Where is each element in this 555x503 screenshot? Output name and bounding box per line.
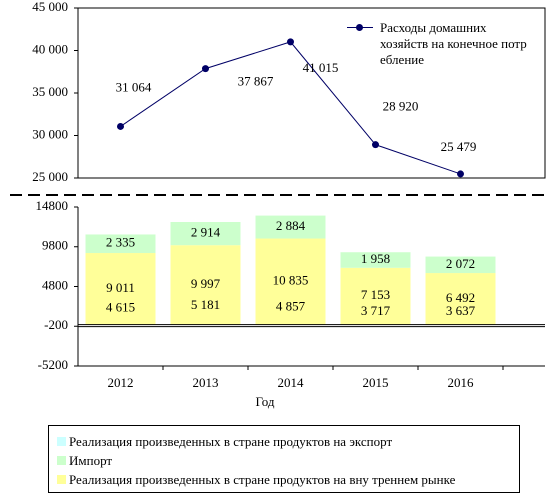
data-label: 9 997 (191, 276, 221, 291)
point (117, 122, 124, 130)
x-tick-label: 2016 (448, 375, 475, 390)
data-label: 4 857 (276, 298, 306, 313)
y-tick-label: 14800 (36, 198, 69, 213)
bar-segment (85, 234, 156, 254)
data-label: 28 920 (383, 99, 419, 114)
data-label: 2 335 (106, 235, 135, 250)
bar-segment (255, 215, 326, 239)
legend-item: Реализация произведенных в стране продук… (57, 470, 511, 489)
y-tick-label: 45 000 (32, 0, 68, 14)
point (457, 170, 464, 178)
legend-marker (356, 24, 363, 31)
legend-swatch (57, 437, 66, 446)
y-tick-label: 35 000 (32, 84, 68, 99)
x-tick-label: 2014 (278, 375, 305, 390)
bar-segment (170, 245, 241, 325)
y-tick-label: 4800 (42, 277, 68, 292)
point (287, 38, 294, 46)
x-tick-label: 2012 (108, 375, 134, 390)
bar-segment (170, 222, 241, 246)
legend-item: Реализация произведенных в стране продук… (57, 432, 511, 451)
data-label: 3 637 (446, 303, 476, 318)
data-label: 9 011 (106, 280, 135, 295)
data-label: 7 153 (361, 287, 390, 302)
data-label: 31 064 (116, 79, 152, 94)
data-label: 5 181 (191, 297, 220, 312)
y-tick-label: -200 (44, 317, 68, 332)
y-tick-label: -5200 (38, 357, 68, 372)
legend-label: Реализация произведенных в стране продук… (69, 433, 393, 449)
data-label: 4 615 (106, 299, 135, 314)
data-label: 37 867 (238, 74, 274, 89)
bar-segment (85, 253, 156, 325)
data-label: 1 958 (361, 251, 390, 266)
line-legend: Расходы домашних хозяйств на конечное по… (347, 20, 530, 68)
data-label: 2 072 (446, 256, 475, 271)
data-label: 3 717 (361, 303, 391, 318)
point (372, 141, 379, 149)
legend-swatch (57, 475, 66, 484)
data-label: 41 015 (303, 60, 339, 75)
y-tick-label: 40 000 (32, 41, 68, 56)
bar-segment (425, 273, 496, 325)
bar-legend: Реализация произведенных в стране продук… (48, 425, 520, 493)
legend-item: Импорт (57, 451, 511, 470)
bar-segment (340, 267, 411, 325)
legend-label: Реализация произведенных в стране продук… (69, 471, 456, 487)
x-axis-label: Год (255, 394, 274, 409)
data-label: 6 492 (446, 290, 475, 305)
legend-label: Расходы домашних хозяйств на конечное по… (380, 20, 527, 67)
point (202, 65, 209, 73)
y-tick-label: 9800 (42, 238, 68, 253)
data-label: 10 835 (273, 273, 309, 288)
data-label: 25 479 (441, 139, 477, 154)
x-tick-label: 2015 (363, 375, 389, 390)
data-label: 2 884 (276, 218, 306, 233)
x-tick-label: 2013 (193, 375, 219, 390)
y-tick-label: 30 000 (32, 126, 68, 141)
legend-label: Импорт (69, 452, 113, 468)
y-tick-label: 25 000 (32, 169, 68, 184)
data-label: 2 914 (191, 225, 221, 240)
bar-segment (255, 238, 326, 325)
legend-swatch (57, 456, 66, 465)
bar-segment (340, 252, 411, 268)
bar-segment (425, 256, 496, 274)
